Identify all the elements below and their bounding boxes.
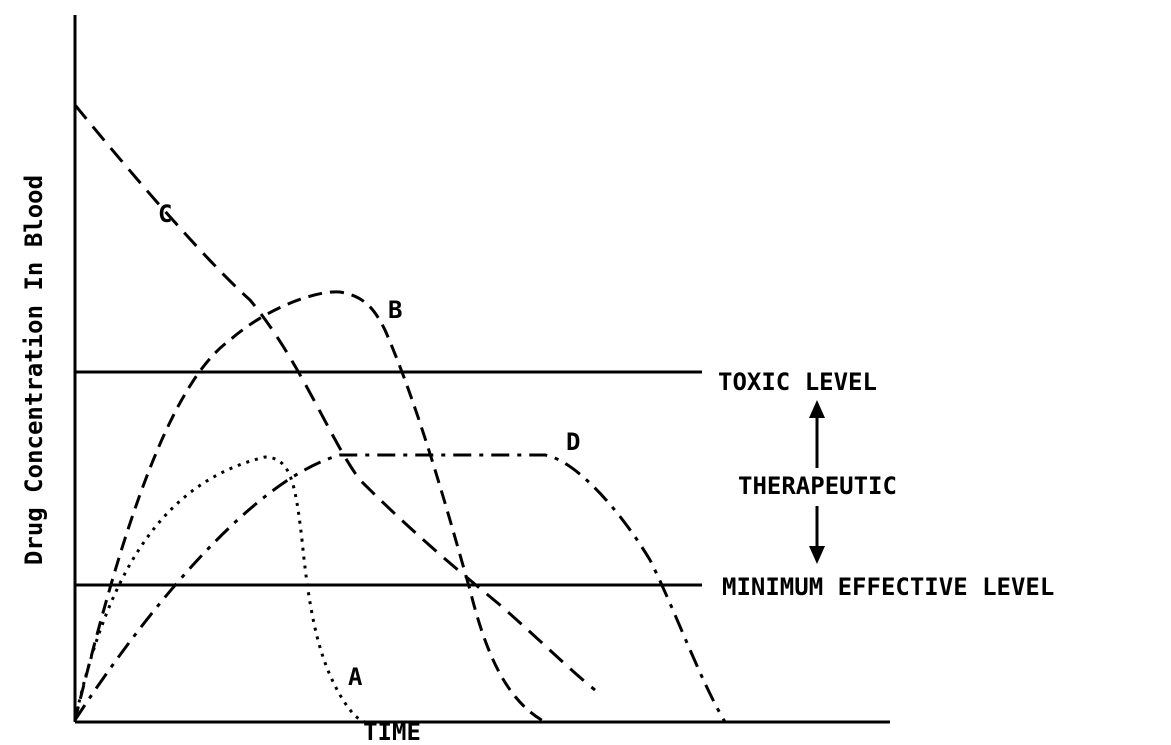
curve-a	[73, 455, 366, 724]
curve-label: C	[158, 200, 172, 228]
x-axis-label: TIME	[363, 718, 421, 745]
arrow-head	[809, 546, 825, 564]
curve-b	[73, 290, 546, 724]
therapeutic-label: THERAPEUTIC	[738, 472, 897, 500]
toxic-label: TOXIC LEVEL	[718, 368, 877, 396]
arrow-head	[809, 400, 825, 418]
curve-c	[73, 104, 596, 692]
curve-d	[73, 453, 727, 723]
minimum-label: MINIMUM EFFECTIVE LEVEL	[722, 573, 1054, 601]
curve-label: B	[388, 296, 402, 324]
curve-label: A	[348, 663, 363, 691]
curve-label: D	[566, 428, 580, 456]
y-axis-label: Drug Concentration In Blood	[20, 175, 48, 565]
